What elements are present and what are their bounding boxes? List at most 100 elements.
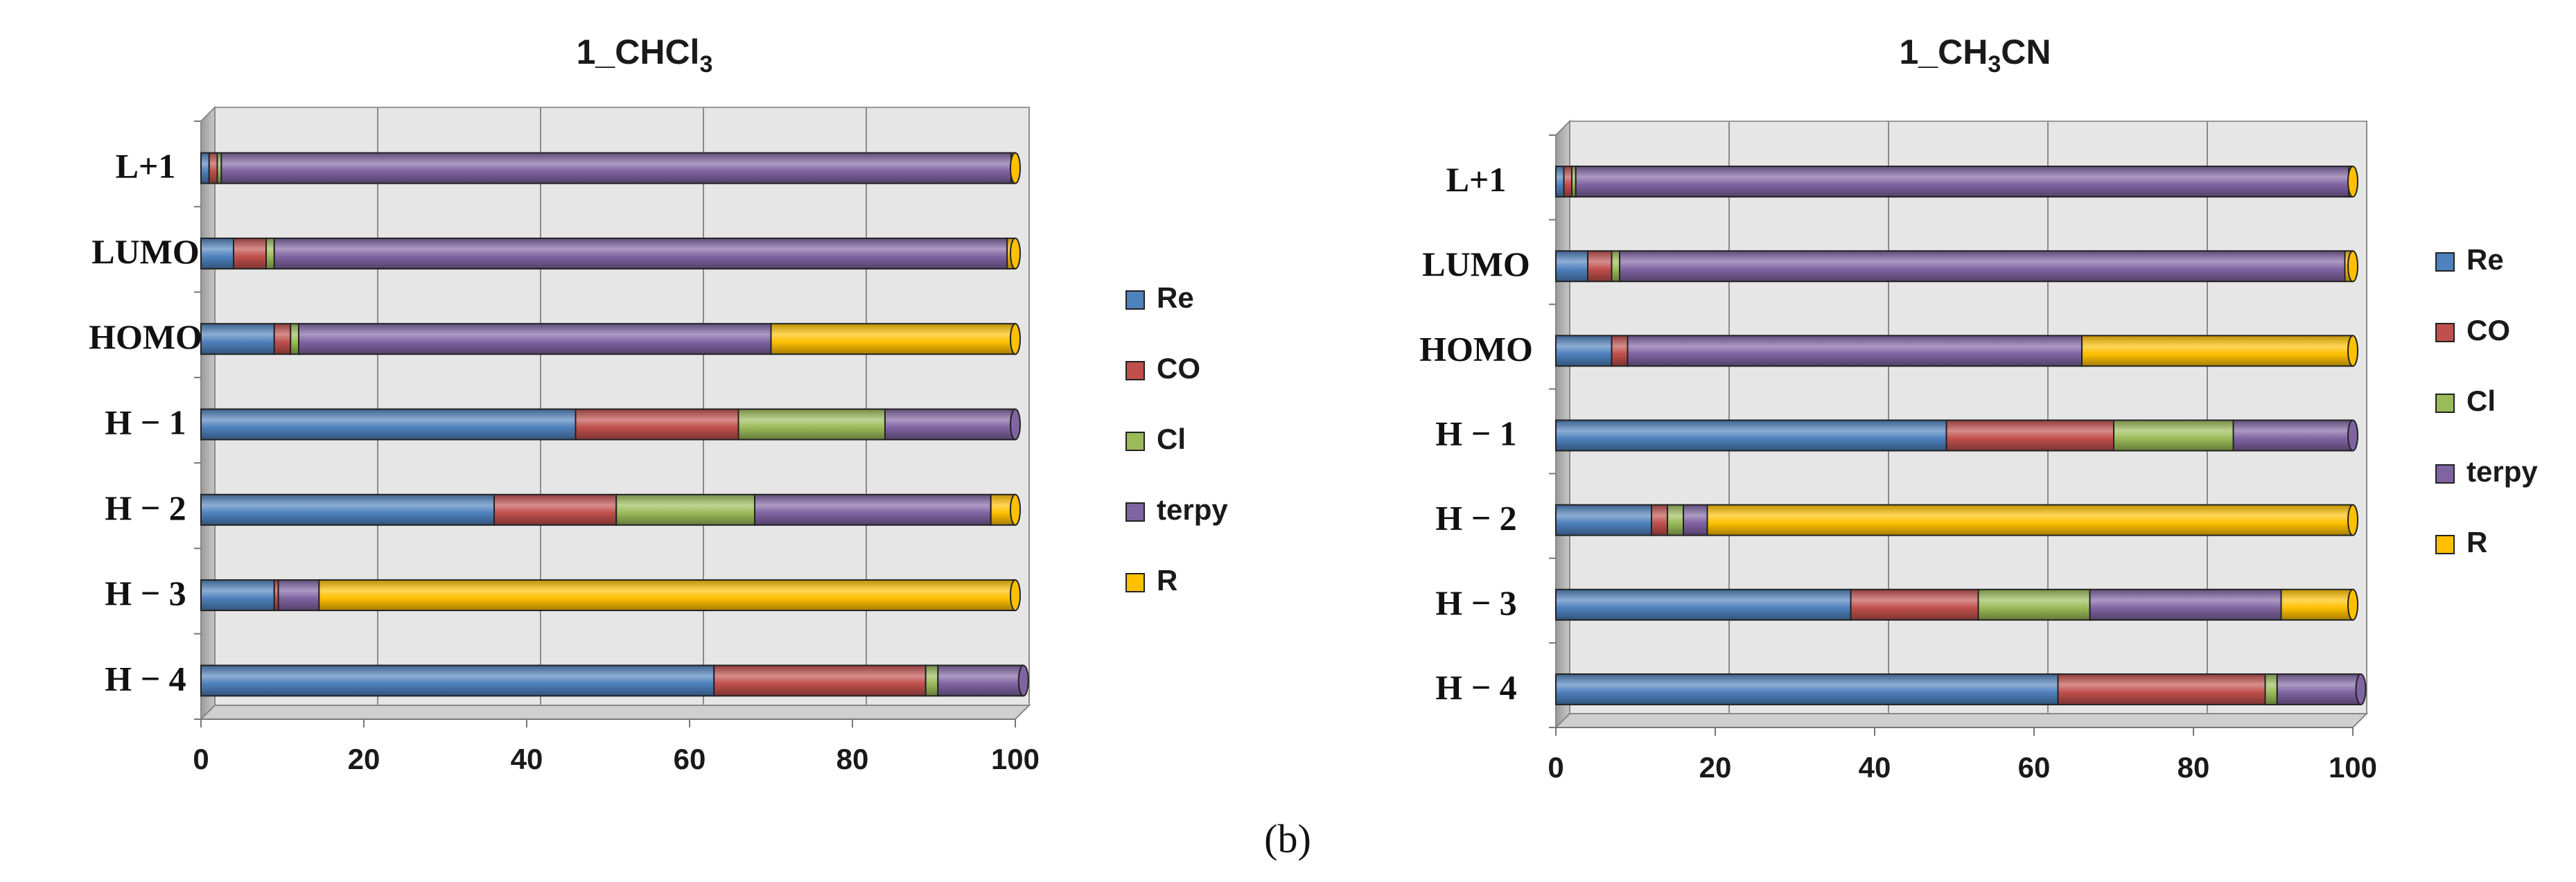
bar-segment-re [200, 664, 715, 697]
x-tick-label: 20 [1699, 751, 1732, 784]
bar-segment-co [1587, 250, 1613, 283]
bar-row [1555, 504, 2358, 536]
legend-swatch-r [1125, 573, 1145, 592]
legend-swatch-co [1125, 361, 1145, 380]
chart-title-main: 1_CH [1900, 33, 1988, 71]
bar-end-cap [2355, 673, 2367, 705]
x-tick-label: 80 [2178, 751, 2210, 784]
bar-segment-re [200, 579, 275, 612]
bar-segment-cl [1977, 588, 2091, 621]
bar-segment-terpy [937, 664, 1024, 697]
x-tick-label: 80 [836, 743, 869, 775]
bar-segment-co [273, 323, 292, 355]
chart-title: 1_CHCl3 [577, 33, 713, 78]
bar-segment-co [233, 237, 267, 270]
bar-segment-co [1945, 419, 2114, 452]
bar-row [1555, 335, 2358, 367]
legend-swatch-terpy [1125, 502, 1145, 522]
bar-end-cap [2347, 335, 2358, 367]
legend-swatch-terpy [2435, 464, 2455, 484]
bar-segment-terpy [298, 323, 772, 355]
chart-title: 1_CH3CN [1900, 33, 2051, 78]
category-label: L+1 [116, 147, 176, 186]
bar-segment-co [713, 664, 927, 697]
chart-ch3cn: 0 20 40 60 80 100 L+1 LUMO HOMO H − 1 H − 2 H − 3 H … [1419, 33, 2538, 784]
legend-label: CO [2467, 314, 2510, 346]
bar-segment-re [1555, 419, 1947, 452]
bar-end-cap [1010, 323, 1021, 355]
chart-title-subscript: 3 [1988, 51, 2001, 78]
bar-segment-terpy [884, 408, 1016, 441]
bar-end-cap [2347, 419, 2358, 452]
bar-segment-re [1555, 335, 1613, 367]
bar-segment-r [2081, 335, 2354, 367]
legend-swatch-cl [1125, 432, 1145, 451]
bar-end-cap [1010, 493, 1021, 526]
bar-segment-cl [737, 408, 886, 441]
x-tick-label: 60 [2018, 751, 2051, 784]
bar-segment-cl [2264, 673, 2278, 705]
legend-swatch-re [2435, 252, 2455, 272]
bar-end-cap [2347, 250, 2358, 283]
plot-back-wall [1569, 121, 2367, 714]
category-label: H − 1 [105, 403, 186, 442]
bar-end-cap [1010, 237, 1021, 270]
bar-segment-cl [290, 323, 299, 355]
legend: Re CO Cl terpy R [2435, 243, 2538, 558]
category-label: LUMO [1422, 245, 1530, 283]
bar-end-cap [1010, 579, 1021, 612]
bar-row [200, 408, 1021, 441]
category-label: HOMO [1419, 329, 1533, 368]
bar-end-cap [1017, 664, 1029, 697]
bar-segment-terpy [1627, 335, 2083, 367]
category-label: HOMO [89, 317, 202, 356]
category-label: H − 1 [1435, 414, 1516, 453]
bar-segment-co [575, 408, 739, 441]
bar-segment-r [770, 323, 1016, 355]
bar-end-cap [2347, 588, 2358, 621]
plot-floor [199, 705, 1031, 720]
bar-segment-co [1563, 166, 1572, 198]
plot-floor [1554, 713, 2369, 728]
x-tick-label: 60 [674, 743, 706, 775]
bar-segment-re [1555, 250, 1588, 283]
bar-segment-r [1706, 504, 2354, 536]
category-label: LUMO [91, 232, 200, 271]
x-tick-label: 0 [1548, 751, 1563, 784]
bar-segment-terpy [2276, 673, 2362, 705]
bar-segment-terpy [2089, 588, 2282, 621]
bar-segment-cl [615, 493, 755, 526]
bar-segment-cl [265, 237, 275, 270]
bar-row [1555, 673, 2367, 705]
category-label: H − 3 [1435, 583, 1516, 622]
legend-label: Re [2467, 243, 2504, 276]
bar-segment-co [208, 152, 218, 184]
bar-segment-re [200, 323, 275, 355]
bar-row [200, 237, 1021, 270]
bar-segment-co [493, 493, 617, 526]
bar-segment-co [1850, 588, 1979, 621]
bar-segment-re [200, 152, 210, 184]
bar-segment-r [318, 579, 1016, 612]
figure-caption: (b) [1264, 816, 1311, 861]
bar-segment-terpy [220, 152, 1013, 184]
bar-segment-re [1555, 504, 1652, 536]
legend-label: R [2467, 526, 2487, 558]
legend-swatch-r [2435, 535, 2455, 554]
bar-row [1555, 588, 2358, 621]
bar-segment-co [1651, 504, 1668, 536]
bar-row [200, 152, 1021, 184]
legend-label: Re [1157, 281, 1194, 314]
bar-segment-re [200, 408, 577, 441]
bar-row [200, 579, 1021, 612]
bar-segment-cl [2113, 419, 2234, 452]
category-label: H − 4 [1435, 668, 1516, 707]
plot-back-wall [214, 107, 1030, 706]
bar-end-cap [1010, 408, 1021, 441]
legend-label: terpy [1157, 493, 1228, 526]
chart-title-subscript: 3 [699, 51, 712, 78]
bar-end-cap [2347, 504, 2358, 536]
bar-segment-terpy [2232, 419, 2354, 452]
bar-end-cap [1010, 152, 1021, 184]
